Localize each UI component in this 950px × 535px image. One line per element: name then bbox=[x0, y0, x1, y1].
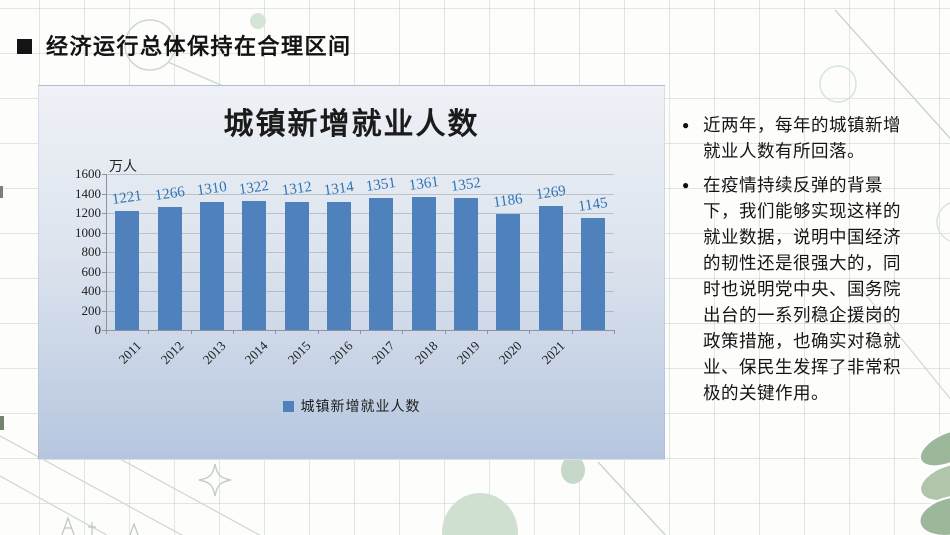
x-axis-tick bbox=[445, 330, 446, 334]
bar bbox=[326, 202, 351, 330]
y-axis-tick bbox=[102, 291, 106, 292]
circle-decor-icon bbox=[124, 19, 176, 71]
x-axis-tick bbox=[529, 330, 530, 334]
dot-decor-icon bbox=[250, 13, 266, 29]
page-title: 经济运行总体保持在合理区间 bbox=[46, 34, 352, 59]
slide-header: 经济运行总体保持在合理区间 bbox=[17, 29, 352, 61]
y-axis-line bbox=[106, 174, 107, 331]
bar-chart-plot-area: 0 200 400 600 800 1000 1200 1400 1600 1221 2011 126… bbox=[75, 166, 615, 367]
chart-title: 城镇新增就业人数 bbox=[223, 108, 480, 141]
y-axis-tick bbox=[102, 213, 106, 214]
note-text: 在疫情持续反弹的背景 下，我们能够实现这样的 就业数据，说明中国经济 的韧性还是… bbox=[703, 175, 901, 403]
x-axis-tick bbox=[191, 330, 192, 334]
line-decor-icon bbox=[597, 461, 667, 535]
y-axis-tick bbox=[102, 330, 106, 331]
gridline bbox=[106, 193, 614, 195]
chart-legend: 城镇新增就业人数 bbox=[39, 396, 664, 416]
bar bbox=[242, 201, 267, 330]
x-axis-tick bbox=[106, 330, 107, 334]
gridline bbox=[106, 213, 614, 214]
x-axis-tick-label: 2017 bbox=[368, 338, 398, 367]
line-decor-icon bbox=[0, 435, 183, 535]
bar bbox=[199, 202, 224, 330]
x-axis-tick bbox=[487, 330, 488, 334]
note-text: 近两年，每年的城镇新增 就业人数有所回落。 bbox=[703, 115, 901, 161]
plant-sketch-icon bbox=[61, 516, 139, 535]
y-axis-tick-label: 400 bbox=[81, 283, 102, 298]
y-axis-tick-label: 800 bbox=[81, 244, 102, 259]
gridline bbox=[106, 310, 614, 312]
note-item: ● 近两年，每年的城镇新增 就业人数有所回落。 bbox=[682, 112, 944, 164]
line-decor-icon bbox=[834, 9, 950, 140]
note-item: ● 在疫情持续反弹的背景 下，我们能够实现这样的 就业数据，说明中国经济 的韧性… bbox=[682, 172, 944, 406]
edge-mark-icon bbox=[0, 186, 3, 198]
x-axis-tick bbox=[318, 330, 319, 334]
y-axis-tick bbox=[102, 252, 106, 253]
y-axis-tick bbox=[102, 271, 106, 273]
blob-decor-icon bbox=[561, 456, 585, 484]
bullet-icon: ● bbox=[682, 118, 690, 132]
y-axis-tick bbox=[102, 232, 106, 234]
x-axis-tick bbox=[233, 330, 234, 334]
bar bbox=[453, 198, 478, 330]
y-axis-tick bbox=[102, 310, 106, 312]
blob-decor-icon bbox=[442, 493, 518, 535]
leaf-decor-icon bbox=[918, 428, 950, 535]
edge-mark-icon bbox=[0, 416, 4, 430]
x-axis-tick-label: 2016 bbox=[326, 338, 356, 367]
x-axis-tick bbox=[572, 330, 573, 334]
circle-decor-icon bbox=[819, 65, 857, 103]
bar bbox=[411, 197, 436, 330]
y-axis-tick-label: 1600 bbox=[75, 166, 101, 181]
x-axis-tick-label: 2012 bbox=[157, 338, 187, 367]
line-decor-icon bbox=[0, 475, 108, 535]
y-axis-tick-label: 1400 bbox=[75, 185, 101, 201]
x-axis-tick-label: 2011 bbox=[115, 338, 144, 367]
bar bbox=[157, 207, 182, 330]
x-axis-tick bbox=[360, 330, 361, 334]
y-axis-tick-label: 600 bbox=[81, 263, 102, 279]
legend-swatch-icon bbox=[282, 400, 294, 412]
x-axis-tick-label: 2018 bbox=[411, 338, 441, 367]
line-decor-icon bbox=[857, 284, 950, 400]
bar bbox=[115, 211, 140, 330]
x-axis-tick-label: 2021 bbox=[538, 338, 568, 367]
bar bbox=[284, 202, 309, 330]
gridline bbox=[106, 291, 614, 292]
square-bullet-icon bbox=[17, 38, 32, 54]
chart-panel: 城镇新增就业人数 万人 0 200 400 600 800 1000 1200 1400 160… bbox=[38, 85, 665, 460]
y-axis-tick bbox=[102, 193, 106, 195]
y-axis-tick bbox=[102, 174, 106, 175]
legend-label: 城镇新增就业人数 bbox=[300, 398, 421, 414]
x-axis-tick-label: 2019 bbox=[453, 338, 483, 367]
bar bbox=[580, 218, 605, 330]
sparkle-icon bbox=[198, 463, 232, 497]
gridline bbox=[106, 252, 614, 253]
x-axis-tick bbox=[275, 330, 276, 334]
x-axis-tick bbox=[614, 330, 615, 334]
x-axis-tick-label: 2013 bbox=[199, 338, 229, 367]
bar bbox=[538, 206, 563, 330]
y-axis-tick-label: 200 bbox=[81, 302, 102, 318]
gridline bbox=[106, 174, 614, 175]
gridline bbox=[106, 232, 614, 234]
bar bbox=[369, 198, 394, 330]
x-axis-tick-label: 2020 bbox=[495, 338, 525, 367]
y-axis-tick-label: 1000 bbox=[75, 224, 101, 240]
x-axis-tick bbox=[402, 330, 403, 334]
notes-list: ● 近两年，每年的城镇新增 就业人数有所回落。 ● 在疫情持续反弹的背景 下，我… bbox=[682, 112, 944, 414]
x-axis-tick bbox=[148, 330, 149, 334]
circle-decor-icon bbox=[936, 202, 950, 242]
y-axis-tick-label: 0 bbox=[94, 322, 102, 337]
bullet-icon: ● bbox=[682, 178, 690, 192]
bar bbox=[496, 214, 521, 330]
y-axis-unit-label: 万人 bbox=[109, 160, 137, 175]
y-axis-tick-label: 1200 bbox=[75, 205, 101, 220]
gridline bbox=[106, 271, 614, 273]
x-axis-tick-label: 2015 bbox=[284, 338, 314, 367]
x-axis-tick-label: 2014 bbox=[241, 338, 271, 367]
